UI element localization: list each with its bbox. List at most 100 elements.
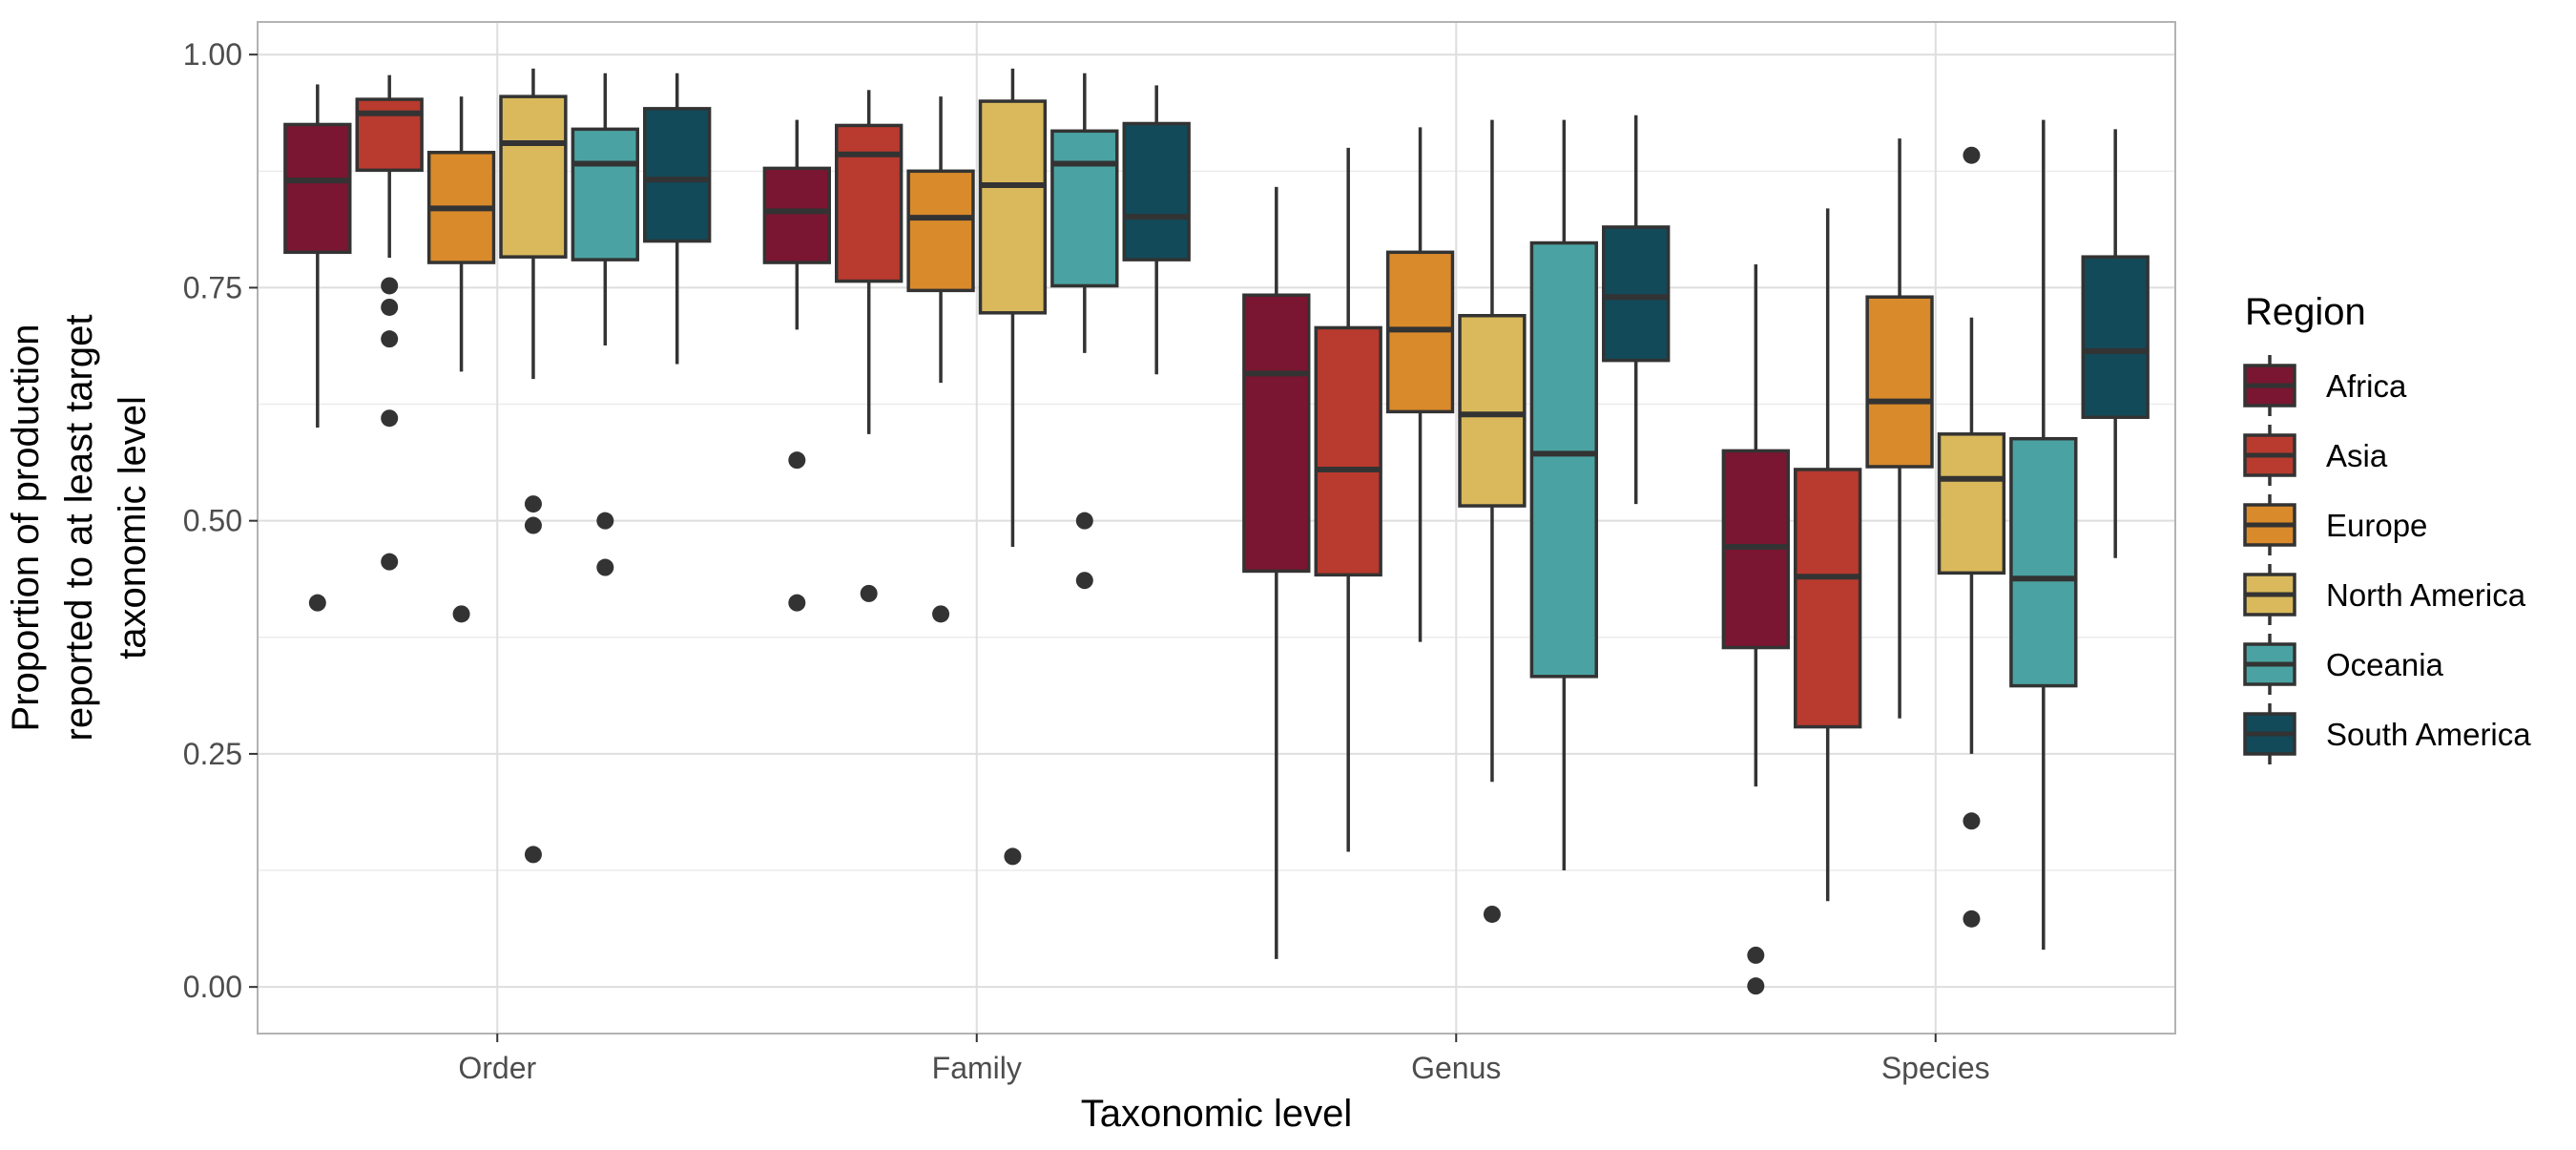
box <box>1242 186 1311 959</box>
y-axis-title-line: Proportion of production <box>5 324 47 732</box>
box <box>906 96 975 623</box>
box-body <box>835 123 904 283</box>
box <box>835 90 904 602</box>
x-tick-label: Family <box>932 1051 1022 1085</box>
series-south-america <box>643 73 2150 558</box>
outlier-point <box>308 594 326 612</box>
box <box>1529 119 1598 871</box>
y-axis-title: Proportion of production reported to at l… <box>5 315 154 742</box>
box-body <box>2081 255 2150 419</box>
y-axis-ticks: 0.00 0.25 0.50 0.75 1.00 <box>183 37 258 1004</box>
box <box>283 84 352 612</box>
box-body <box>1314 325 1382 577</box>
box <box>355 74 424 571</box>
box <box>571 73 639 576</box>
box <box>1122 85 1191 375</box>
box <box>643 73 712 365</box>
box-series <box>283 68 2150 995</box>
legend-item: Oceania <box>2243 634 2444 695</box>
outlier-point <box>524 846 542 864</box>
outlier-point <box>381 553 399 571</box>
box-body <box>1529 240 1598 679</box>
outlier-point <box>596 512 614 530</box>
legend-item: Africa <box>2243 355 2407 416</box>
box <box>1385 127 1455 642</box>
box <box>1794 208 1862 902</box>
series-north-america <box>499 68 2006 928</box>
box-body <box>2009 436 2078 688</box>
box-body <box>643 107 712 243</box>
box-body <box>1458 313 1527 508</box>
y-tick-label: 0.00 <box>183 970 242 1004</box>
legend-item: Europe <box>2243 494 2427 555</box>
outlier-point <box>1963 910 1981 928</box>
legend-label: Asia <box>2326 438 2388 473</box>
outlier-point <box>1963 146 1981 164</box>
box-body <box>1937 432 2006 575</box>
box <box>1050 73 1119 590</box>
box-body <box>1050 129 1119 288</box>
legend-title: Region <box>2245 291 2366 333</box>
legend-item: North America <box>2243 564 2526 625</box>
outlier-point <box>1075 572 1093 590</box>
outlier-point <box>1747 946 1765 964</box>
x-tick-label: Order <box>458 1051 536 1085</box>
legend-label: South America <box>2326 717 2531 752</box>
box-body <box>978 99 1048 315</box>
box-body <box>1794 468 1862 729</box>
box-body <box>906 169 975 293</box>
outlier-point <box>788 451 806 470</box>
outlier-point <box>788 594 806 612</box>
box <box>1937 146 2006 928</box>
box-body <box>355 97 424 173</box>
legend-item: Asia <box>2243 425 2388 486</box>
box <box>499 68 568 864</box>
outlier-point <box>524 516 542 534</box>
legend-label: North America <box>2326 577 2526 613</box>
y-axis-title-line: reported to at least target <box>58 315 100 742</box>
outlier-point <box>381 330 399 348</box>
y-tick-label: 1.00 <box>183 37 242 72</box>
x-axis-ticks: Order Family Genus Species <box>458 1034 1990 1085</box>
outlier-point <box>1075 512 1093 530</box>
outlier-point <box>381 277 399 295</box>
outlier-point <box>524 495 542 513</box>
outlier-point <box>860 584 878 602</box>
box <box>2081 129 2150 558</box>
x-tick-label: Genus <box>1411 1051 1501 1085</box>
outlier-point <box>932 605 950 623</box>
legend-label: Oceania <box>2326 647 2444 682</box>
panel-border <box>257 21 2176 1035</box>
box <box>978 68 1048 866</box>
box-body <box>1865 295 1934 469</box>
box <box>1721 264 1790 995</box>
outlier-point <box>1004 847 1022 866</box>
box <box>1865 138 1934 719</box>
box <box>1314 147 1382 852</box>
box-body <box>283 122 352 255</box>
series-oceania <box>571 73 2078 951</box>
series-asia <box>355 74 1862 902</box>
legend: Region Africa Asia Europe North America Ocea… <box>2243 291 2531 764</box>
box-body <box>1122 121 1191 261</box>
outlier-point <box>381 298 399 316</box>
box-body <box>762 166 831 264</box>
outlier-point <box>1483 905 1501 923</box>
legend-item: South America <box>2243 703 2531 764</box>
box-body <box>1602 225 1671 363</box>
outlier-point <box>1963 812 1981 830</box>
y-tick-label: 0.50 <box>183 504 242 538</box>
box <box>426 96 496 623</box>
outlier-point <box>1747 977 1765 995</box>
y-axis-title-line: taxonomic level <box>112 396 154 659</box>
box <box>1458 119 1527 923</box>
box-body <box>1242 293 1311 574</box>
box <box>1602 115 1671 505</box>
outlier-point <box>596 558 614 576</box>
x-tick-label: Species <box>1881 1051 1990 1085</box>
x-axis-title: Taxonomic level <box>1081 1093 1353 1135</box>
box-body <box>499 94 568 259</box>
series-europe <box>426 96 1934 719</box>
